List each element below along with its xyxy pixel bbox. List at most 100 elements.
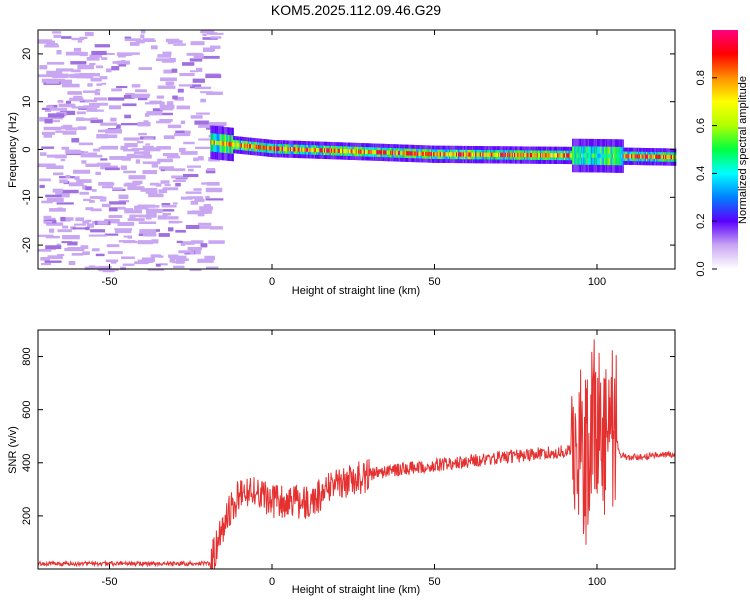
noise-speckle: [160, 180, 170, 184]
noise-speckle: [189, 58, 203, 62]
colorbar-scale: [712, 30, 738, 269]
noise-speckle: [205, 198, 224, 201]
noise-speckle: [146, 211, 157, 214]
noise-speckle: [183, 173, 199, 178]
noise-speckle: [67, 241, 78, 246]
noise-speckle: [84, 31, 94, 37]
signal-core-cell: [546, 153, 549, 158]
signal-core-cell: [651, 154, 654, 159]
noise-speckle: [159, 263, 168, 266]
noise-speckle: [145, 143, 150, 146]
signal-core-cell: [463, 152, 466, 157]
noise-speckle: [40, 262, 51, 266]
noise-speckle: [122, 148, 140, 152]
signal-core-cell: [518, 152, 521, 158]
noise-speckle: [62, 131, 77, 135]
signal-core-cell: [504, 152, 507, 158]
signal-core-cell: [286, 146, 289, 152]
signal-core-cell: [561, 153, 564, 158]
noise-speckle: [118, 64, 127, 67]
signal-core-cell: [360, 149, 363, 154]
signal-core-cell: [529, 152, 532, 158]
noise-speckle: [39, 65, 48, 70]
signal-core-cell: [213, 140, 216, 145]
noise-speckle: [129, 214, 136, 219]
signal-core-cell: [328, 148, 331, 153]
noise-speckle: [118, 200, 130, 203]
x-tick-label: 100: [588, 276, 606, 288]
noise-speckle: [47, 105, 52, 108]
signal-core-cell: [309, 147, 312, 153]
signal-core-cell: [250, 144, 253, 149]
spectrogram-x-label: Height of straight line (km): [292, 285, 420, 297]
noise-speckle: [100, 165, 118, 170]
signal-core-cell: [275, 146, 278, 151]
signal-core-cell: [627, 154, 630, 159]
noise-speckle: [140, 151, 151, 155]
noise-speckle: [168, 254, 179, 258]
noise-speckle: [106, 244, 120, 248]
signal-core-cell: [490, 152, 493, 157]
noise-speckle: [56, 202, 74, 205]
noise-speckle: [159, 118, 173, 122]
noise-speckle: [177, 255, 187, 260]
figure-title: KOM5.2025.112.09.46.G29: [271, 2, 441, 18]
signal-core-cell: [628, 154, 631, 159]
noise-speckle: [173, 133, 191, 137]
signal-core-cell: [396, 150, 399, 156]
signal-core-cell: [301, 147, 304, 152]
noise-speckle: [111, 66, 120, 71]
noise-speckle: [101, 57, 108, 60]
noise-speckle: [94, 44, 111, 48]
signal-core-cell: [294, 147, 297, 152]
signal-core-cell: [227, 141, 230, 147]
signal-core-cell: [395, 150, 398, 156]
noise-speckle: [206, 91, 223, 95]
noise-speckle: [172, 179, 186, 182]
noise-speckle: [138, 221, 157, 225]
signal-core-cell: [397, 150, 400, 156]
x-tick-label: -50: [102, 576, 118, 588]
noise-speckle: [146, 208, 159, 213]
signal-core-cell: [604, 153, 607, 159]
noise-speckle: [178, 250, 192, 254]
signal-core-cell: [375, 150, 378, 155]
signal-core-cell: [421, 151, 424, 156]
noise-speckle: [167, 124, 182, 129]
signal-core-cell: [394, 150, 397, 156]
noise-speckle: [102, 185, 114, 189]
noise-speckle: [85, 163, 100, 167]
noise-speckle: [96, 162, 111, 167]
signal-core-cell: [556, 153, 559, 158]
noise-speckle: [62, 124, 73, 129]
signal-core-cell: [664, 154, 667, 160]
noise-speckle: [124, 38, 142, 42]
noise-speckle: [197, 212, 205, 217]
noise-speckle: [143, 154, 152, 159]
signal-core-cell: [595, 153, 598, 158]
noise-speckle: [97, 221, 109, 225]
noise-speckle: [89, 54, 102, 58]
signal-core-cell: [598, 153, 601, 158]
signal-core-cell: [337, 148, 340, 154]
noise-speckle: [83, 90, 99, 93]
noise-speckle: [64, 104, 76, 107]
signal-core-cell: [550, 153, 553, 158]
signal-core-cell: [591, 153, 594, 158]
noise-speckle: [44, 109, 52, 113]
signal-core-cell: [443, 152, 446, 157]
signal-core-cell: [601, 153, 604, 158]
noise-speckle: [123, 170, 137, 174]
noise-speckle: [55, 191, 62, 195]
noise-speckle: [158, 255, 164, 258]
signal-core-cell: [292, 147, 295, 152]
signal-core-cell: [619, 153, 622, 159]
signal-core-cell: [359, 149, 362, 154]
signal-core-cell: [272, 146, 275, 151]
signal-core-cell: [222, 141, 225, 146]
signal-core-cell: [338, 148, 341, 154]
signal-core-cell: [447, 152, 450, 157]
noise-speckle: [118, 194, 129, 200]
signal-core-cell: [637, 154, 640, 159]
noise-speckle: [112, 61, 122, 64]
